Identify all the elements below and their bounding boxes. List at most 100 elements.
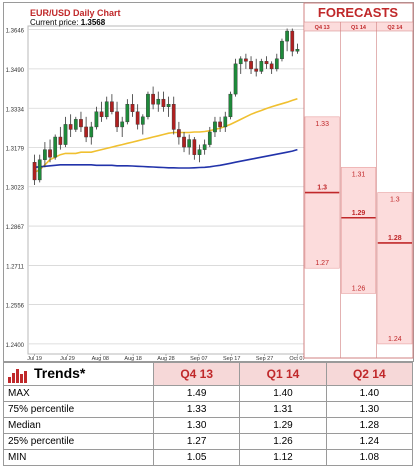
- candle-body: [104, 101, 109, 118]
- chart-canvas: 1.3646 1.3490 1.3334 1.3179 1.3023 1.2867 1.27…: [3, 2, 414, 362]
- table-cell: 1.31: [239, 401, 327, 418]
- candle-body: [37, 159, 42, 181]
- row-label: MIN: [3, 449, 154, 466]
- table-cell: 1.30: [325, 401, 414, 418]
- candle-body: [68, 124, 73, 130]
- candle-body: [264, 61, 269, 65]
- table-cell: 1.24: [325, 433, 414, 450]
- candle-body: [63, 124, 68, 145]
- plot-area: [27, 25, 305, 355]
- candle-body: [207, 131, 212, 145]
- table-row: 75% percentile 1.33 1.31 1.30: [3, 401, 414, 418]
- trends-title-cell: Trends*: [3, 362, 154, 386]
- x-tick-label: Sep 17: [223, 356, 240, 362]
- table-cell: 1.26: [239, 433, 327, 450]
- candle-body: [130, 104, 135, 112]
- trends-table: Trends* Q4 13 Q1 14 Q2 14 MAX 1.49 1.40 …: [3, 362, 414, 466]
- candle-body: [53, 136, 58, 158]
- candle-body: [187, 139, 192, 148]
- candle-body: [182, 136, 186, 148]
- candle-body: [125, 104, 130, 123]
- candle-body: [89, 126, 94, 138]
- y-tick-label: 1.3646: [6, 29, 25, 35]
- x-tick-label: Oct 07: [289, 356, 305, 362]
- candle-body: [192, 139, 197, 155]
- row-label: Median: [3, 417, 154, 434]
- candle-body: [213, 121, 217, 133]
- candle-body: [84, 126, 88, 138]
- candle-body: [156, 98, 161, 105]
- candle-body: [73, 119, 78, 130]
- candle-body: [48, 149, 52, 158]
- x-tick-label: Jul 19: [27, 356, 42, 362]
- y-tick-label: 1.3179: [6, 146, 25, 152]
- candle-body: [218, 121, 222, 128]
- y-tick-label: 1.2400: [6, 343, 25, 349]
- candle-body: [285, 30, 289, 42]
- moving-average-line: [34, 148, 298, 169]
- forecast-p75-label: 1.33: [315, 121, 329, 128]
- forecast-p25-label: 1.26: [352, 285, 366, 292]
- bar-chart-icon: [8, 367, 28, 383]
- candle-body: [254, 68, 259, 72]
- x-tick-label: Sep 27: [256, 356, 273, 362]
- forecast-p75-label: 1.3: [390, 197, 400, 204]
- forecast-title: FORECASTS: [318, 5, 399, 20]
- candle-body: [171, 104, 176, 130]
- table-cell: 1.33: [152, 401, 241, 418]
- candle-body: [269, 63, 274, 70]
- y-tick-label: 1.3334: [6, 107, 25, 113]
- x-tick-label: Aug 08: [92, 356, 109, 362]
- forecast-column-header: Q1 14: [351, 25, 367, 31]
- candle-body: [177, 129, 181, 138]
- candle-body: [259, 61, 264, 72]
- y-tick-label: 1.2556: [6, 304, 25, 310]
- candle-body: [79, 119, 83, 128]
- y-axis-labels: 1.3646 1.3490 1.3334 1.3179 1.3023 1.2867 1.27…: [6, 29, 25, 349]
- moving-average-line: [34, 97, 298, 174]
- table-cell: 1.30: [152, 417, 241, 434]
- row-label: MAX: [3, 385, 154, 402]
- candle-body: [140, 116, 145, 125]
- current-price-label: Current price:: [30, 18, 78, 27]
- y-tick-label: 1.2867: [6, 225, 25, 231]
- candle-body: [223, 116, 228, 128]
- trends-title: Trends*: [34, 365, 86, 382]
- forecast-column-header: Q4 13: [315, 25, 330, 31]
- candle-body: [233, 63, 238, 95]
- current-price-value: 1.3568: [81, 18, 106, 27]
- forecast-median-label: 1.29: [352, 210, 366, 217]
- candle-body: [274, 58, 279, 70]
- x-axis-labels: Jul 19 Jul 29 Aug 08 Aug 18 Aug 28 Sep 07 Sep …: [27, 354, 306, 362]
- eurusd-forecast-chart: 1.3646 1.3490 1.3334 1.3179 1.3023 1.2867 1.27…: [3, 2, 414, 466]
- forecast-header-strip: [303, 21, 414, 32]
- candle-body: [161, 98, 166, 107]
- table-row: Median 1.30 1.29 1.28: [3, 417, 414, 434]
- table-cell: 1.40: [239, 385, 327, 402]
- forecast-columns: Q4 13 1.33 1.3 1.27 Q1 14 1.31 1.29 1.26 Q2 14 1.…: [303, 21, 414, 358]
- chart-title: EUR/USD Daily Chart: [30, 8, 121, 18]
- x-tick-label: Sep 07: [190, 356, 207, 362]
- candle-body: [202, 144, 207, 150]
- y-tick-label: 1.3023: [6, 186, 25, 192]
- col-header-q2-14: Q2 14: [325, 362, 414, 386]
- candle-body: [58, 136, 63, 145]
- table-row: 25% percentile 1.27 1.26 1.24: [3, 433, 414, 450]
- candle-body: [32, 162, 37, 181]
- candle-body: [135, 111, 140, 125]
- forecast-median-label: 1.3: [317, 185, 327, 192]
- x-tick-label: Jul 29: [60, 356, 75, 362]
- row-label: 75% percentile: [3, 401, 154, 418]
- table-cell: 1.28: [325, 417, 414, 434]
- candlesticks: [32, 28, 300, 185]
- table-cell: 1.49: [152, 385, 241, 402]
- candle-body: [249, 61, 253, 70]
- forecast-p25-label: 1.24: [388, 336, 402, 343]
- table-row: MAX 1.49 1.40 1.40: [3, 385, 414, 402]
- candle-body: [43, 149, 47, 160]
- table-cell: 1.27: [152, 433, 241, 450]
- y-tick-label: 1.3490: [6, 68, 25, 74]
- candle-body: [244, 58, 248, 62]
- candle-body: [94, 111, 99, 128]
- candle-body: [110, 101, 114, 112]
